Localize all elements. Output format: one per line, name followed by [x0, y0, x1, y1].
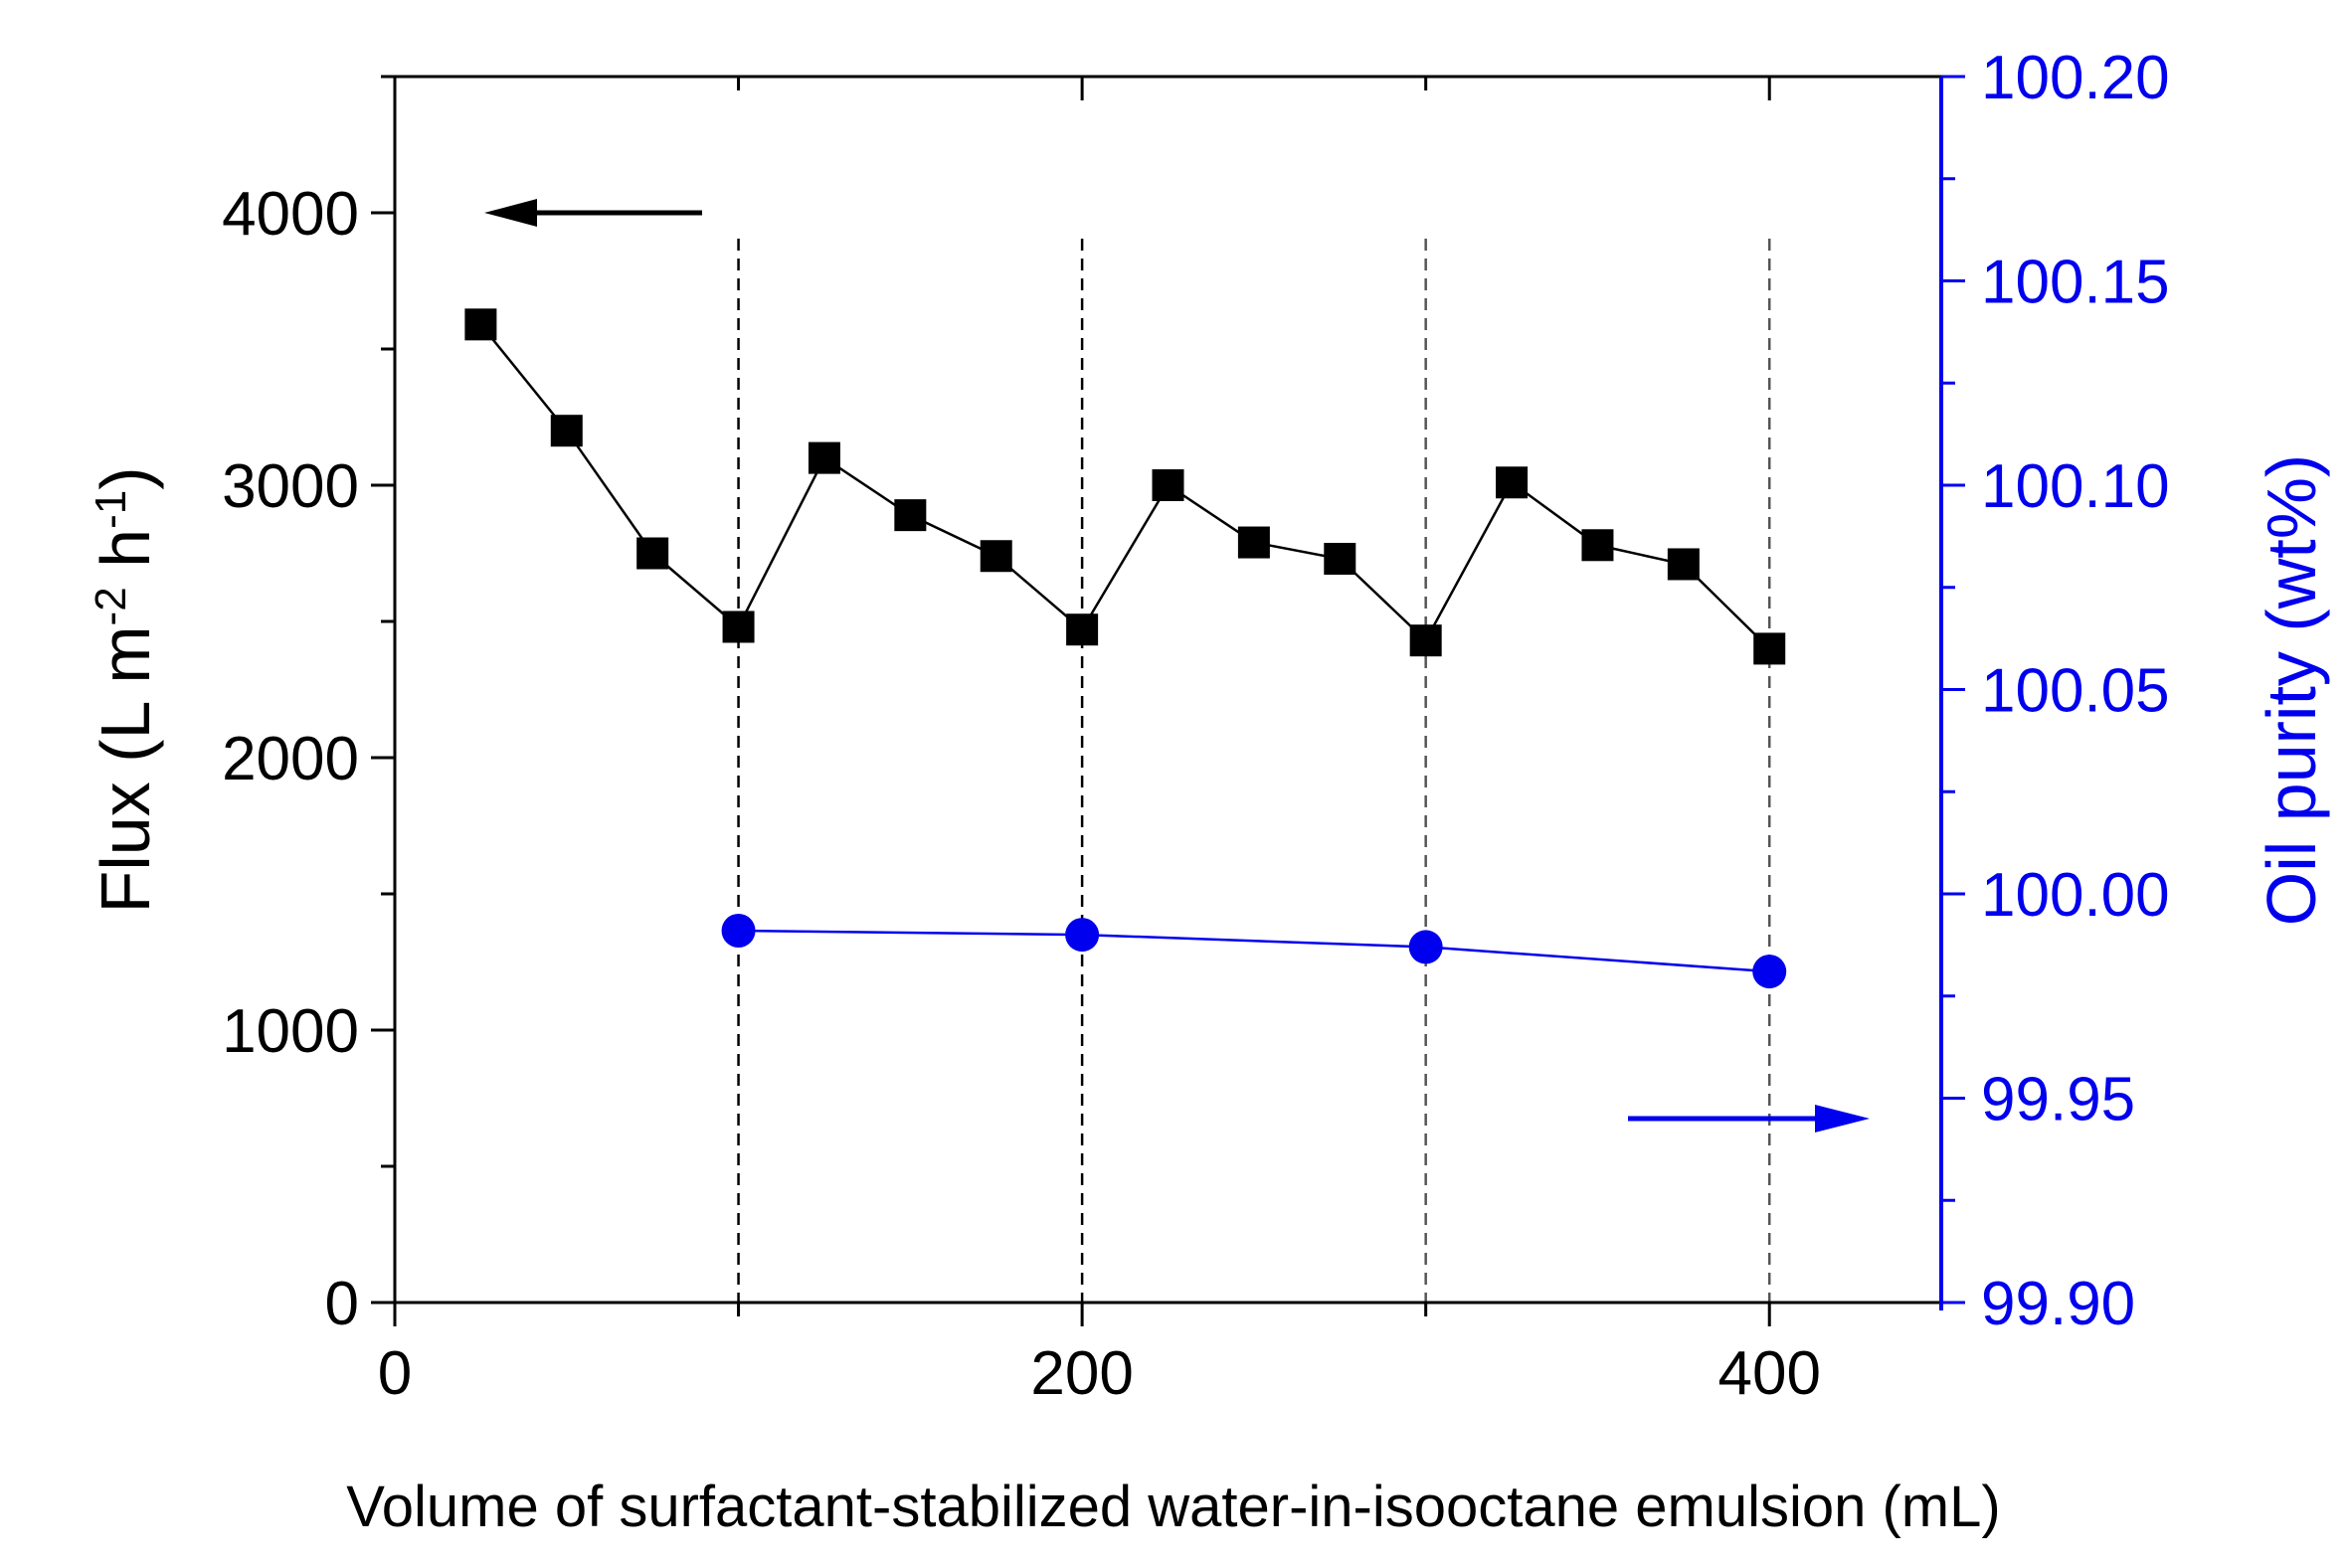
purity-point-200 — [1065, 918, 1100, 953]
left-tick-label-3000: 3000 — [222, 452, 359, 521]
vertical-dashed-lines — [737, 239, 1771, 1303]
axis-arrows — [484, 199, 1870, 1132]
left-tick-label-4000: 4000 — [222, 180, 359, 249]
left-tick-label-0: 0 — [325, 1270, 359, 1338]
flux-point-50 — [550, 415, 583, 447]
left-tick-label-1000: 1000 — [222, 997, 359, 1066]
right-tick-label-99.90: 99.90 — [1981, 1270, 2135, 1338]
purity-point-100 — [721, 913, 756, 948]
purity-point-400 — [1752, 955, 1787, 989]
flux-point-150 — [894, 499, 927, 532]
right-tick-label-100.20: 100.20 — [1981, 44, 2170, 112]
x-tick-label-200: 200 — [1030, 1339, 1133, 1408]
right-tick-label-100.15: 100.15 — [1981, 249, 2170, 317]
x-axis-title: Volume of surfactant-stabilized water-in… — [346, 1475, 2000, 1539]
left-y-axis-title: Flux (L m-2 h-1) — [87, 466, 165, 913]
flux-point-400 — [1753, 632, 1786, 665]
axes — [371, 75, 1965, 1326]
flux-point-100 — [722, 610, 755, 643]
right-tick-label-100.05: 100.05 — [1981, 657, 2170, 726]
left-y-title-part-2: h — [87, 529, 164, 587]
flux-point-325 — [1496, 466, 1529, 499]
left-y-title-part-1: -2 — [87, 587, 135, 625]
left-y-title-part-3: -1 — [87, 490, 135, 529]
series-layer — [464, 308, 1787, 989]
flux-point-350 — [1581, 529, 1614, 562]
flux-point-200 — [1066, 613, 1099, 646]
flux-point-375 — [1667, 548, 1700, 581]
flux-point-300 — [1409, 624, 1442, 657]
purity-point-300 — [1408, 930, 1443, 964]
axis-labels: 0100020003000400099.9099.95100.00100.051… — [87, 44, 2331, 1539]
flux-point-250 — [1237, 526, 1270, 559]
left-y-title-part-4: ) — [87, 466, 164, 489]
right-tick-label-100.10: 100.10 — [1981, 452, 2170, 521]
right-tick-label-100.00: 100.00 — [1981, 861, 2170, 930]
flux-line — [479, 323, 1771, 650]
oil-purity-line — [738, 929, 1770, 973]
x-tick-label-400: 400 — [1717, 1339, 1820, 1408]
flux-point-175 — [980, 540, 1012, 573]
flux-point-25 — [464, 308, 497, 341]
right-tick-label-99.95: 99.95 — [1981, 1066, 2135, 1134]
x-tick-label-0: 0 — [378, 1339, 412, 1408]
right-arrow-head — [1815, 1105, 1870, 1132]
flux-point-225 — [1152, 469, 1184, 501]
flux-point-275 — [1324, 542, 1356, 575]
left-y-title-part-0: Flux (L m — [87, 625, 164, 913]
flux-point-125 — [808, 441, 840, 474]
flux-point-75 — [636, 537, 669, 570]
right-y-axis-title: Oil purity (wt%) — [2253, 454, 2330, 926]
left-arrow-head — [484, 199, 537, 227]
left-tick-label-2000: 2000 — [222, 725, 359, 793]
